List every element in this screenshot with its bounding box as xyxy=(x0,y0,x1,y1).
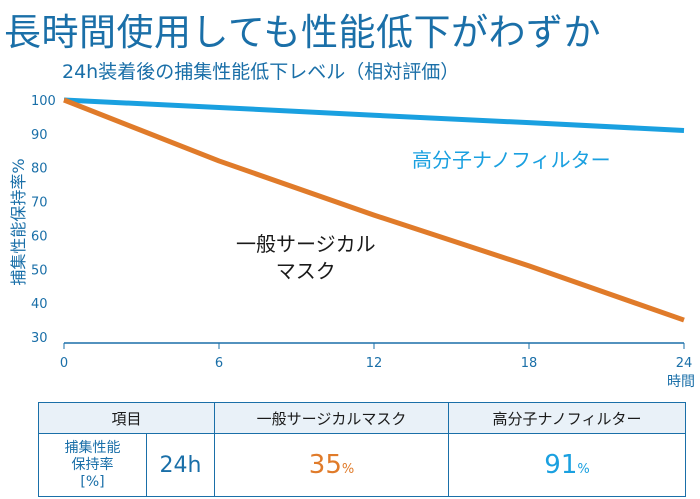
x-axis-unit: 時間 xyxy=(667,374,695,390)
series-label-surgical-line1: 一般サージカル xyxy=(236,232,376,256)
x-tick-label: 6 xyxy=(215,356,223,371)
value-surgical-mask: 35% xyxy=(214,433,450,497)
summary-table: 項目 一般サージカルマスク 高分子ナノフィルター 捕集性能 保持率 [%] 24… xyxy=(37,402,687,497)
series-label-surgical-line2: マスク xyxy=(275,259,336,283)
x-tick-label: 18 xyxy=(521,356,538,371)
table-row: 捕集性能 保持率 [%] 24h 35% 91% xyxy=(38,433,687,497)
y-tick-label: 40 xyxy=(31,297,48,312)
y-tick-label: 70 xyxy=(31,196,48,211)
x-tick-label: 0 xyxy=(60,356,68,371)
x-tick-label: 12 xyxy=(366,356,383,371)
table-header-row: 項目 一般サージカルマスク 高分子ナノフィルター xyxy=(37,402,687,434)
series-label-nanofilter: 高分子ナノフィルター xyxy=(412,148,611,172)
header-nanofilter: 高分子ナノフィルター xyxy=(448,402,687,434)
series-line-nanofilter xyxy=(63,97,685,133)
value-surgical-pct: % xyxy=(341,462,355,477)
value-nanofilter: 91% xyxy=(448,433,687,497)
header-item: 項目 xyxy=(37,402,216,434)
value-nanofilter-pct: % xyxy=(577,462,590,477)
value-nanofilter-number: 91 xyxy=(544,450,578,480)
chart-title: 24h装着後の捕集性能低下レベル（相対評価） xyxy=(62,61,460,83)
y-tick-label: 80 xyxy=(31,162,48,177)
row-label-line2: 保持率 xyxy=(71,456,114,473)
y-tick-label: 100 xyxy=(31,94,56,109)
line-chart: 0 6 12 18 24 100 90 80 70 60 50 40 30 xyxy=(31,94,693,371)
y-tick-label: 90 xyxy=(31,128,48,143)
header-surgical-mask: 一般サージカルマスク xyxy=(214,402,450,434)
series-label-surgical-mask: 一般サージカル マスク xyxy=(236,231,376,285)
y-tick-label: 50 xyxy=(31,263,48,278)
value-surgical-number: 35 xyxy=(308,450,342,480)
row-hours: 24h xyxy=(145,433,216,497)
row-label-line1: 捕集性能 xyxy=(64,439,121,456)
page-headline: 長時間使用しても性能低下がわずか xyxy=(4,11,602,54)
row-label: 捕集性能 保持率 [%] xyxy=(38,433,147,497)
x-tick-label: 24 xyxy=(676,356,693,371)
series-line-surgical-mask xyxy=(63,97,685,323)
y-tick-label: 30 xyxy=(31,331,48,346)
y-tick-label: 60 xyxy=(31,229,48,244)
row-label-line3: [%] xyxy=(80,473,105,490)
